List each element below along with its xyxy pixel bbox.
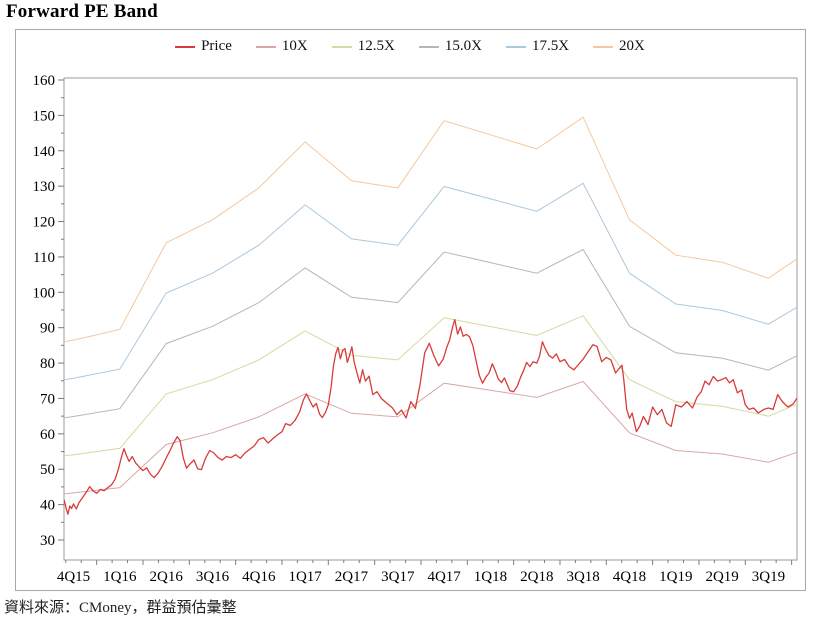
svg-text:100: 100 [33,285,56,301]
svg-text:2Q19: 2Q19 [705,569,738,585]
svg-text:1Q18: 1Q18 [474,569,507,585]
svg-text:60: 60 [40,427,55,443]
chart-frame [15,29,806,591]
svg-text:40: 40 [40,498,55,514]
legend-label: 10X [281,38,308,54]
svg-text:120: 120 [33,215,56,231]
legend-label: 12.5X [357,38,395,54]
svg-text:50: 50 [40,462,55,478]
y-axis-labels: 30 40 50 60 70 80 90 100 110 120 130 140 150 160 [33,73,56,549]
svg-text:160: 160 [33,73,56,89]
legend-label: 15.0X [444,38,482,54]
source-note: 資料來源：CMoney，群益預估彙整 [4,600,237,616]
legend-label: 20X [619,38,645,54]
svg-text:2Q18: 2Q18 [520,569,553,585]
legend-item-10x: 10X [255,38,308,55]
legend-swatch [331,45,352,48]
svg-text:3Q19: 3Q19 [752,569,785,585]
chart-legend: Price 10X 12.5X 15.0X 17.5X 20X [0,38,820,55]
legend-item-125x: 12.5X [331,38,395,55]
page-title: Forward PE Band [6,1,158,22]
series-group [64,116,797,515]
svg-text:110: 110 [33,250,55,266]
svg-text:4Q15: 4Q15 [57,569,90,585]
plot-border [63,77,798,561]
legend-label: Price [201,38,232,54]
legend-swatch [593,45,614,48]
svg-text:2Q17: 2Q17 [335,569,369,585]
band-line-175x [64,182,797,381]
band-line-10x [64,380,797,495]
svg-text:140: 140 [33,144,56,160]
legend-label: 17.5X [531,38,570,54]
band-line-125x [64,315,797,457]
svg-text:4Q16: 4Q16 [242,569,276,585]
legend-swatch [175,45,196,48]
svg-text:1Q17: 1Q17 [288,569,322,585]
band-line-20x [64,116,797,343]
legend-swatch [418,45,439,48]
svg-text:130: 130 [33,179,56,195]
svg-text:1Q19: 1Q19 [659,569,692,585]
svg-text:80: 80 [40,356,55,372]
legend-item-20x: 20X [593,38,645,55]
svg-text:30: 30 [40,533,55,549]
svg-text:1Q16: 1Q16 [103,569,137,585]
legend-swatch [255,45,276,48]
svg-text:70: 70 [40,391,55,407]
svg-text:3Q16: 3Q16 [196,569,230,585]
svg-text:4Q17: 4Q17 [427,569,461,585]
x-axis-labels: 4Q15 1Q16 2Q16 3Q16 4Q16 1Q17 2Q17 3Q17 4Q17 1Q18… [57,569,785,585]
legend-item-price: Price [175,38,232,55]
svg-text:2Q16: 2Q16 [149,569,183,585]
svg-text:3Q18: 3Q18 [566,569,599,585]
axis-ticks [58,79,793,565]
price-line [64,318,797,515]
legend-item-150x: 15.0X [418,38,482,55]
legend-swatch [505,45,526,48]
legend-item-175x: 17.5X [505,38,570,55]
svg-text:90: 90 [40,321,55,337]
svg-text:4Q18: 4Q18 [613,569,646,585]
svg-text:150: 150 [33,108,56,124]
band-line-150x [64,248,797,419]
svg-text:3Q17: 3Q17 [381,569,415,585]
